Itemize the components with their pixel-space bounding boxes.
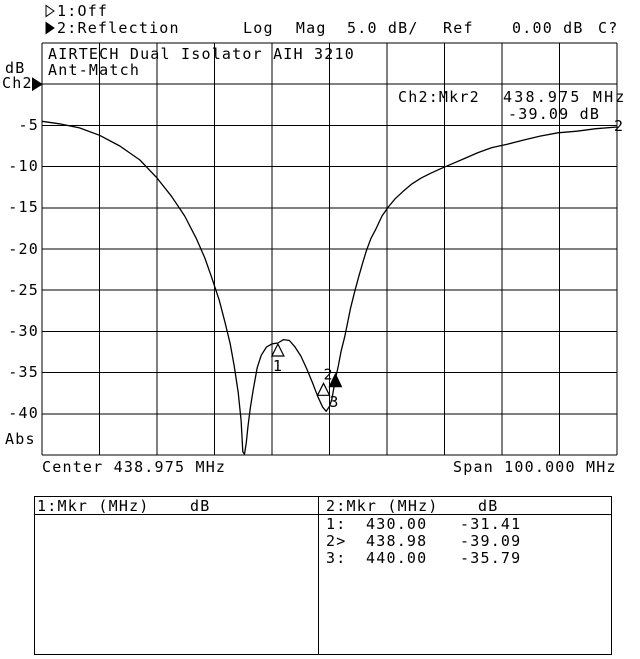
marker-3-number: 3 (329, 393, 339, 411)
scale-label: 5.0 dB/ (347, 19, 419, 37)
marker-table-header-separator (34, 514, 612, 515)
marker-2-number: 2 (324, 365, 334, 383)
trace-title-line1: AIRTECH Dual Isolator AIH 3210 (48, 45, 355, 63)
marker-row: 3: 440.00 -35.79 (326, 551, 606, 566)
ref-value: 0.00 dB (512, 19, 584, 37)
trace-title-line2: Ant-Match (48, 61, 141, 79)
marker-2-icon (316, 381, 331, 396)
marker-row-id: 1: (326, 515, 347, 533)
channel1-marker-icon (45, 4, 55, 18)
channel2-marker-icon (45, 21, 55, 35)
marker-row-db: -31.41 (460, 515, 522, 533)
marker-row-id: 3: (326, 549, 347, 567)
marker-readout-label: Ch2:Mkr2 (398, 88, 480, 106)
y-tick-label: -5 (18, 116, 39, 134)
marker-row-db: -39.09 (460, 532, 522, 550)
marker-row-id: 2> (326, 532, 347, 550)
marker-1-number: 1 (273, 357, 283, 375)
ref-word: Ref (443, 19, 474, 37)
y-tick-label: -15 (8, 198, 39, 216)
y-tick-label: -25 (8, 281, 39, 299)
marker-table-left-unit: dB (190, 497, 211, 515)
y-tick-label: -30 (8, 322, 39, 340)
span-label: Span 100.000 MHz (453, 458, 617, 476)
marker-table-right-header: 2:Mkr (MHz) (326, 497, 439, 515)
marker-row-db: -35.79 (460, 549, 522, 567)
marker-row-freq: 440.00 (366, 549, 428, 567)
abs-label: Abs (5, 430, 36, 448)
marker-table-left-header: 1:Mkr (MHz) (37, 497, 150, 515)
y-tick-label: -20 (8, 240, 39, 258)
marker-row: 2> 438.98 -39.09 (326, 534, 606, 549)
marker-1-icon (270, 342, 285, 357)
y-tick-label: -35 (8, 363, 39, 381)
channel1-status: 1:Off (57, 2, 109, 20)
channel-indicator: Ch2 (2, 74, 33, 92)
y-axis-unit: dB (5, 59, 26, 77)
channel2-status: 2:Reflection (57, 19, 180, 37)
format-label: Log Mag (243, 19, 327, 37)
ref-level-icon (32, 77, 43, 92)
marker-3-icon (328, 372, 343, 388)
marker-readout-freq: 438.975 MHz (503, 88, 627, 106)
marker-table-divider (318, 496, 319, 655)
y-tick-label: -10 (8, 157, 39, 175)
trace-number: 2 (614, 117, 625, 135)
marker-readout-value: -39.09 dB (508, 105, 601, 123)
marker-row-freq: 430.00 (366, 515, 428, 533)
center-frequency-label: Center 438.975 MHz (42, 458, 227, 476)
trace-line (41, 120, 618, 455)
marker-table-right-unit: dB (478, 497, 499, 515)
marker-table-frame (34, 496, 612, 655)
marker-row: 1: 430.00 -31.41 (326, 517, 606, 532)
marker-row-freq: 438.98 (366, 532, 428, 550)
y-tick-label: -40 (8, 404, 39, 422)
cal-status: C? (598, 19, 619, 37)
